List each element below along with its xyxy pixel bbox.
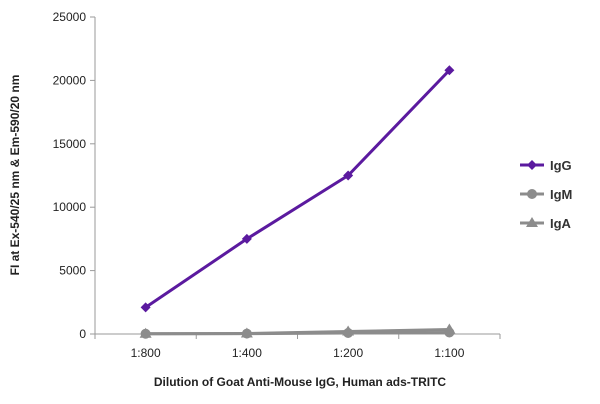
series-line-igg <box>144 69 451 309</box>
data-point-igm <box>444 327 455 338</box>
series-line-igm <box>145 330 450 336</box>
x-tick-label: 1:400 <box>232 346 262 360</box>
y-tick-label: 0 <box>79 327 86 341</box>
legend-marker-iga <box>526 217 538 227</box>
data-point-igm <box>241 328 252 339</box>
y-tick-label: 5000 <box>59 264 86 278</box>
legend: IgG IgM IgA <box>520 158 572 231</box>
data-point-igg <box>241 233 252 244</box>
legend-marker-igg <box>527 160 537 170</box>
legend-label-iga: IgA <box>550 216 572 231</box>
y-tick-label: 10000 <box>53 200 87 214</box>
y-axis-title: FI at Ex-540/25 nm & Em-590/20 nm <box>8 75 22 276</box>
legend-label-igg: IgG <box>550 158 572 173</box>
y-tick-label: 20000 <box>53 73 87 87</box>
x-axis-title: Dilution of Goat Anti-Mouse IgG, Human a… <box>154 375 447 389</box>
legend-label-igm: IgM <box>550 187 572 202</box>
legend-marker-igm <box>527 189 537 199</box>
x-tick-label: 1:800 <box>131 346 161 360</box>
y-tick-label: 15000 <box>53 137 87 151</box>
data-point-igg <box>444 65 455 76</box>
x-tick-label: 1:100 <box>434 346 464 360</box>
data-point-igm <box>343 327 354 338</box>
y-tick-label: 25000 <box>53 10 87 24</box>
plot-area: 0 5000 10000 15000 20000 25000 1:800 1:400 1:200… <box>53 10 501 360</box>
data-point-igm <box>140 328 151 339</box>
data-point-igg <box>343 170 354 181</box>
x-tick-label: 1:200 <box>333 346 363 360</box>
data-point-igg <box>140 302 151 313</box>
